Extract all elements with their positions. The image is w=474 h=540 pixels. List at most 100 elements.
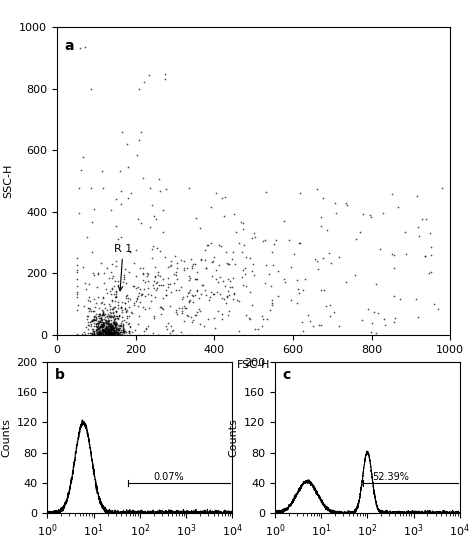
Point [102, 318, 109, 326]
Point [388, 190, 396, 198]
Point [105, 329, 113, 338]
Point [173, 271, 180, 280]
Point [106, 313, 114, 322]
Point [137, 291, 145, 300]
Point [106, 287, 114, 295]
Point [96, 321, 103, 330]
Point [117, 303, 125, 312]
Point [102, 329, 109, 338]
Point [100, 319, 108, 327]
Point [94, 270, 102, 279]
Point [87, 184, 95, 192]
Point [367, 212, 375, 221]
Point [269, 295, 276, 304]
Point [99, 326, 106, 334]
Point [190, 315, 197, 324]
Point [99, 310, 107, 319]
Point [204, 315, 211, 323]
Point [193, 330, 201, 339]
Point [92, 320, 100, 328]
Point [317, 286, 325, 294]
Point [214, 306, 222, 315]
Point [93, 326, 100, 334]
Point [112, 194, 119, 203]
Point [96, 330, 104, 339]
Y-axis label: Counts: Counts [1, 418, 11, 457]
Y-axis label: Counts: Counts [228, 418, 238, 457]
Point [434, 305, 441, 313]
Point [173, 310, 181, 319]
Point [111, 293, 118, 301]
Point [359, 210, 366, 218]
Point [185, 183, 193, 192]
Text: b: b [55, 368, 64, 382]
Point [99, 321, 106, 329]
Point [186, 274, 193, 282]
Point [92, 299, 100, 307]
Point [252, 325, 259, 333]
Point [272, 236, 280, 245]
Point [372, 279, 380, 288]
Point [110, 320, 118, 328]
Point [180, 266, 187, 275]
Point [124, 193, 131, 202]
Point [145, 322, 152, 330]
Point [81, 43, 89, 51]
Point [152, 278, 160, 287]
Point [110, 290, 118, 299]
Point [179, 293, 187, 301]
Point [163, 325, 171, 333]
Point [118, 233, 125, 241]
Point [207, 203, 214, 212]
Point [136, 298, 144, 306]
Point [107, 312, 114, 320]
Point [230, 290, 238, 299]
Point [300, 327, 307, 335]
Point [390, 264, 398, 273]
Point [108, 330, 115, 339]
Point [224, 260, 232, 268]
Point [108, 296, 116, 305]
Point [179, 309, 186, 318]
Point [108, 322, 115, 330]
Point [228, 282, 236, 291]
Point [105, 299, 112, 308]
Point [186, 296, 194, 305]
Point [138, 290, 146, 299]
Point [100, 315, 108, 323]
Point [97, 322, 104, 331]
Point [96, 327, 103, 336]
Point [107, 325, 114, 334]
Point [159, 228, 167, 237]
Point [99, 322, 106, 331]
Point [97, 321, 105, 329]
Point [238, 248, 246, 256]
Point [95, 330, 103, 339]
Point [98, 322, 105, 330]
Point [125, 297, 132, 306]
Point [102, 330, 109, 339]
Point [285, 236, 292, 245]
Point [114, 329, 121, 338]
Point [105, 325, 112, 334]
Point [94, 329, 102, 338]
Point [211, 289, 219, 298]
Point [94, 329, 101, 338]
Point [134, 283, 142, 292]
Point [261, 279, 269, 288]
Point [120, 325, 128, 333]
Point [109, 330, 116, 339]
Point [240, 241, 247, 249]
Point [231, 210, 238, 219]
Point [102, 322, 109, 331]
Point [104, 319, 111, 327]
Point [89, 330, 96, 339]
Point [90, 328, 98, 336]
Point [112, 319, 119, 327]
Point [98, 305, 106, 314]
Point [88, 329, 95, 338]
Point [419, 215, 426, 224]
Point [205, 296, 212, 305]
Point [103, 329, 111, 338]
Point [112, 287, 120, 295]
